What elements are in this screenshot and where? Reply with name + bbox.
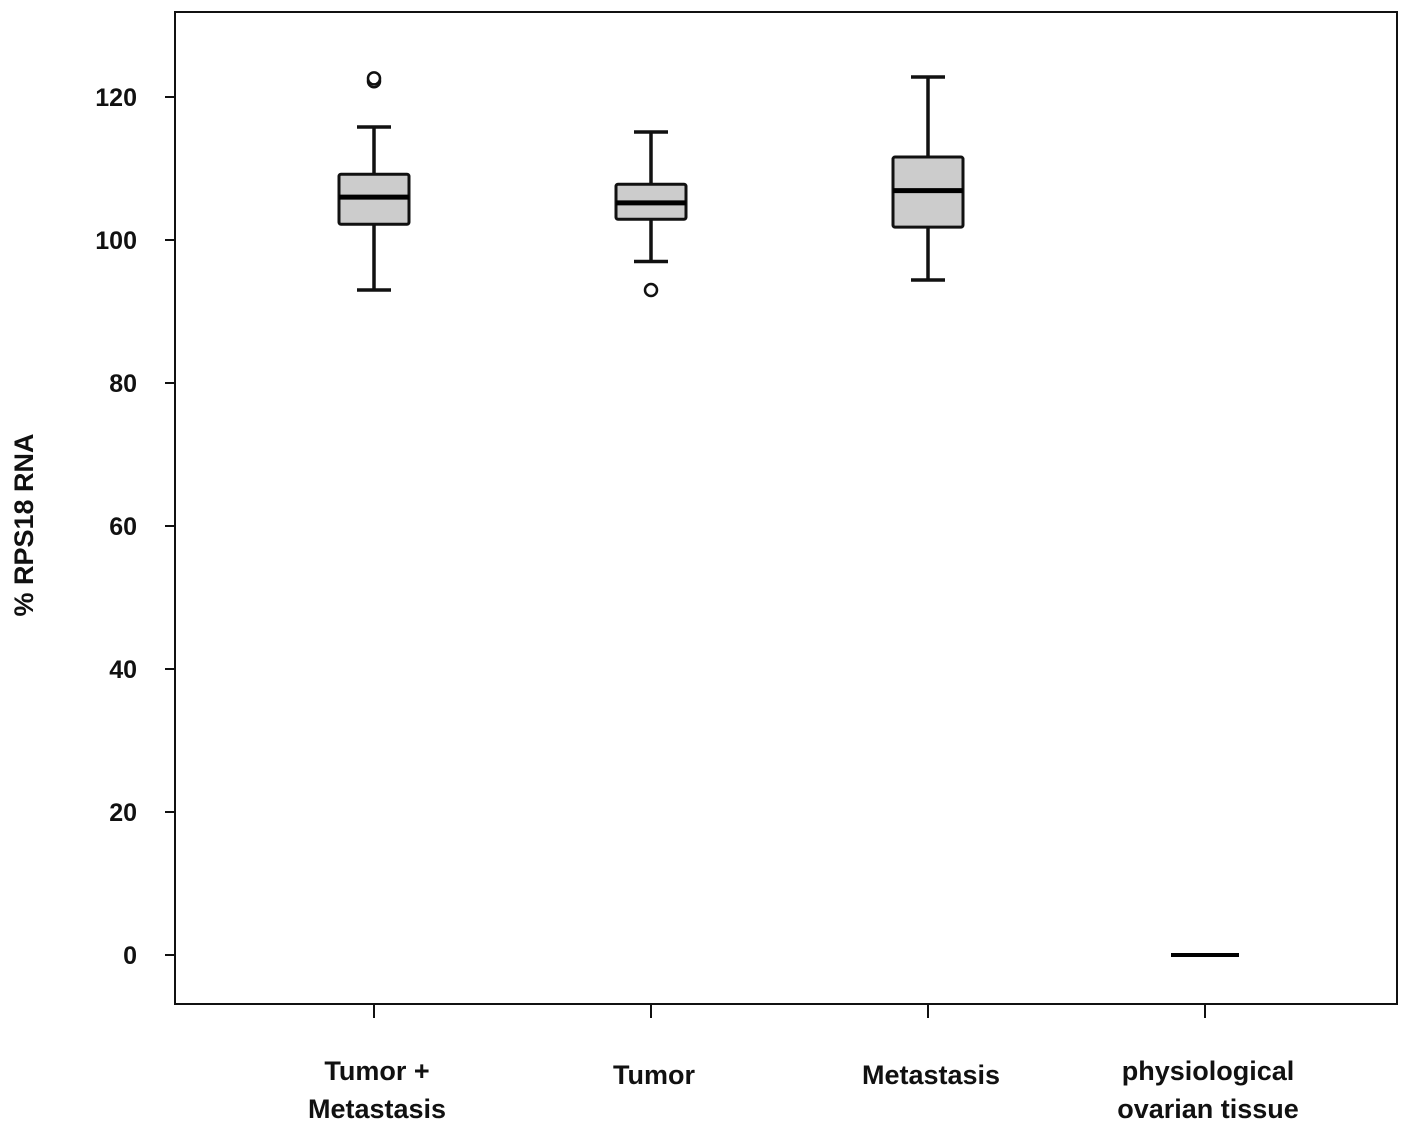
y-tick-label: 20 [109, 799, 137, 827]
y-axis: 0 20 40 60 80 100 120 [95, 84, 175, 970]
y-tick-label: 0 [123, 942, 137, 970]
y-tick-label: 100 [95, 227, 137, 255]
x-tick-label: Metastasis [862, 1060, 1000, 1090]
x-tick-label: physiological [1122, 1056, 1295, 1086]
x-axis: Tumor + Metastasis Tumor Metastasis physiolo… [308, 1004, 1299, 1124]
x-tick-label: ovarian tissue [1117, 1094, 1299, 1124]
y-tick-label: 40 [109, 656, 137, 684]
y-axis-label: % RPS18 RNA [9, 433, 39, 616]
box-group [614, 130, 688, 298]
x-tick-label: Metastasis [308, 1094, 446, 1124]
box-group [337, 71, 411, 292]
y-tick-label: 120 [95, 84, 137, 112]
outlier-point [643, 282, 659, 298]
boxes [337, 71, 1239, 957]
outlier-point [366, 71, 382, 86]
x-tick-label: Tumor [613, 1060, 695, 1090]
x-tick-label: Tumor + [324, 1056, 429, 1086]
box-group [891, 75, 965, 282]
y-tick-label: 60 [109, 513, 137, 541]
plot-frame [174, 11, 1398, 1005]
y-tick-label: 80 [109, 370, 137, 398]
